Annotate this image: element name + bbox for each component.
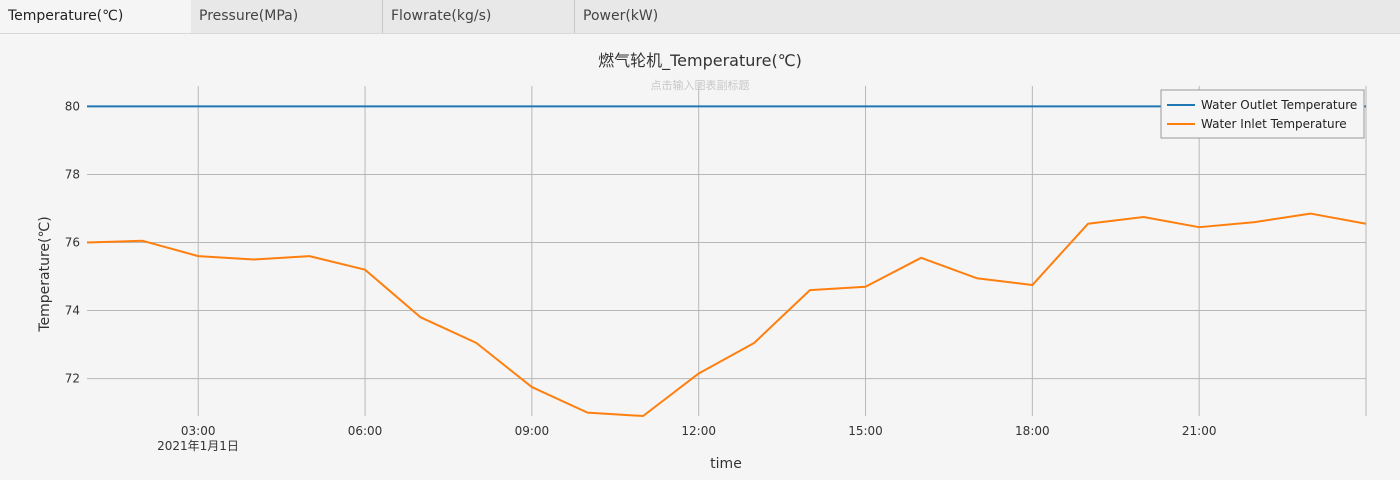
y-tick-label: 80 (65, 99, 80, 113)
x-tick-label: 21:00 (1182, 424, 1217, 438)
x-date-label: 2021年1月1日 (157, 439, 239, 453)
tab-power[interactable]: Power(kW) (583, 8, 659, 24)
x-tick-labels: 03:00 06:00 09:00 12:00 15:00 18:00 21:00 (181, 424, 1217, 438)
tab-pressure[interactable]: Pressure(MPa) (191, 0, 383, 33)
y-tick-labels: 72 74 76 78 80 (65, 99, 80, 385)
x-axis-label: time (710, 456, 742, 472)
chart-subtitle[interactable]: 点击输入图表副标题 (651, 78, 750, 92)
tab-flowrate[interactable]: Flowrate(kg/s) (383, 0, 575, 33)
x-tick-label: 18:00 (1015, 424, 1050, 438)
legend-label: Water Inlet Temperature (1201, 117, 1347, 131)
y-tick-label: 78 (65, 167, 80, 181)
y-tick-label: 74 (65, 304, 80, 318)
y-axis-label: Temperature(℃) (37, 216, 53, 332)
x-tick-label: 09:00 (515, 424, 550, 438)
chart-title[interactable]: 燃气轮机_Temperature(℃) (598, 51, 802, 71)
y-tick-label: 76 (65, 235, 80, 249)
legend-box (1160, 89, 1365, 139)
legend[interactable]: Water Outlet Temperature Water Inlet Temp… (1160, 89, 1365, 139)
x-tick-label: 06:00 (348, 424, 383, 438)
series-line (86, 212, 1367, 417)
x-tick-label: 03:00 (181, 424, 216, 438)
x-tick-label: 15:00 (848, 424, 883, 438)
legend-label: Water Outlet Temperature (1201, 98, 1357, 112)
tab-bar: Temperature(℃) Pressure(MPa) Flowrate(kg… (0, 0, 1400, 34)
x-tick-label: 12:00 (681, 424, 716, 438)
series-group (86, 105, 1367, 417)
temperature-chart: 72 74 76 78 80 03:00 06:00 09:00 12:00 15:00 18:0… (37, 51, 1367, 472)
y-tick-label: 72 (65, 372, 80, 386)
tab-temperature[interactable]: Temperature(℃) (0, 0, 191, 33)
